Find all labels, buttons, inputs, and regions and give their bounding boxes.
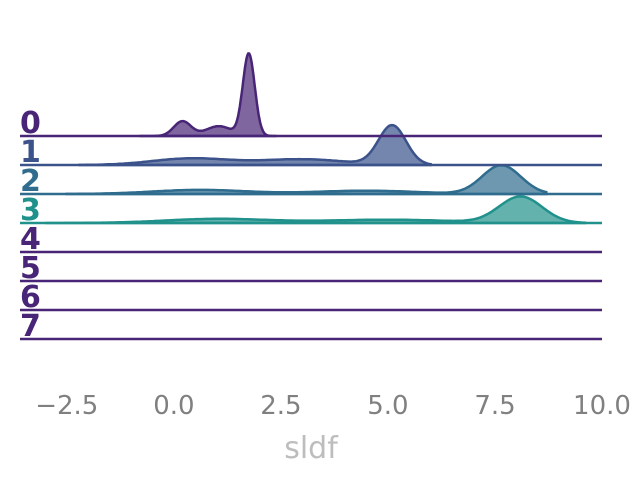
x-tick-label: 10.0 [573,391,631,421]
x-axis-label: sldf [284,431,339,466]
x-axis: −2.5 0.0 2.5 5.0 7.5 10.0 [35,391,631,421]
x-tick-label: 5.0 [367,391,408,421]
ridge-label-1: 1 [20,135,41,170]
x-tick-label: 7.5 [474,391,515,421]
ridge-density-3 [45,195,587,225]
ridge-label-7: 7 [20,309,41,344]
x-tick-label: −2.5 [35,391,98,421]
ridge-label-6: 6 [20,280,41,315]
ridge-density-0 [139,52,277,138]
ridge-label-2: 2 [20,164,41,199]
ridge-label-0: 0 [20,106,41,141]
x-tick-label: 0.0 [153,391,194,421]
x-tick-label: 2.5 [260,391,301,421]
ridge-label-3: 3 [20,193,41,228]
ridge-density-2 [65,163,548,196]
ridge-label-5: 5 [20,251,41,286]
ridge-density-1 [78,123,432,167]
ridge-label-4: 4 [20,222,41,257]
